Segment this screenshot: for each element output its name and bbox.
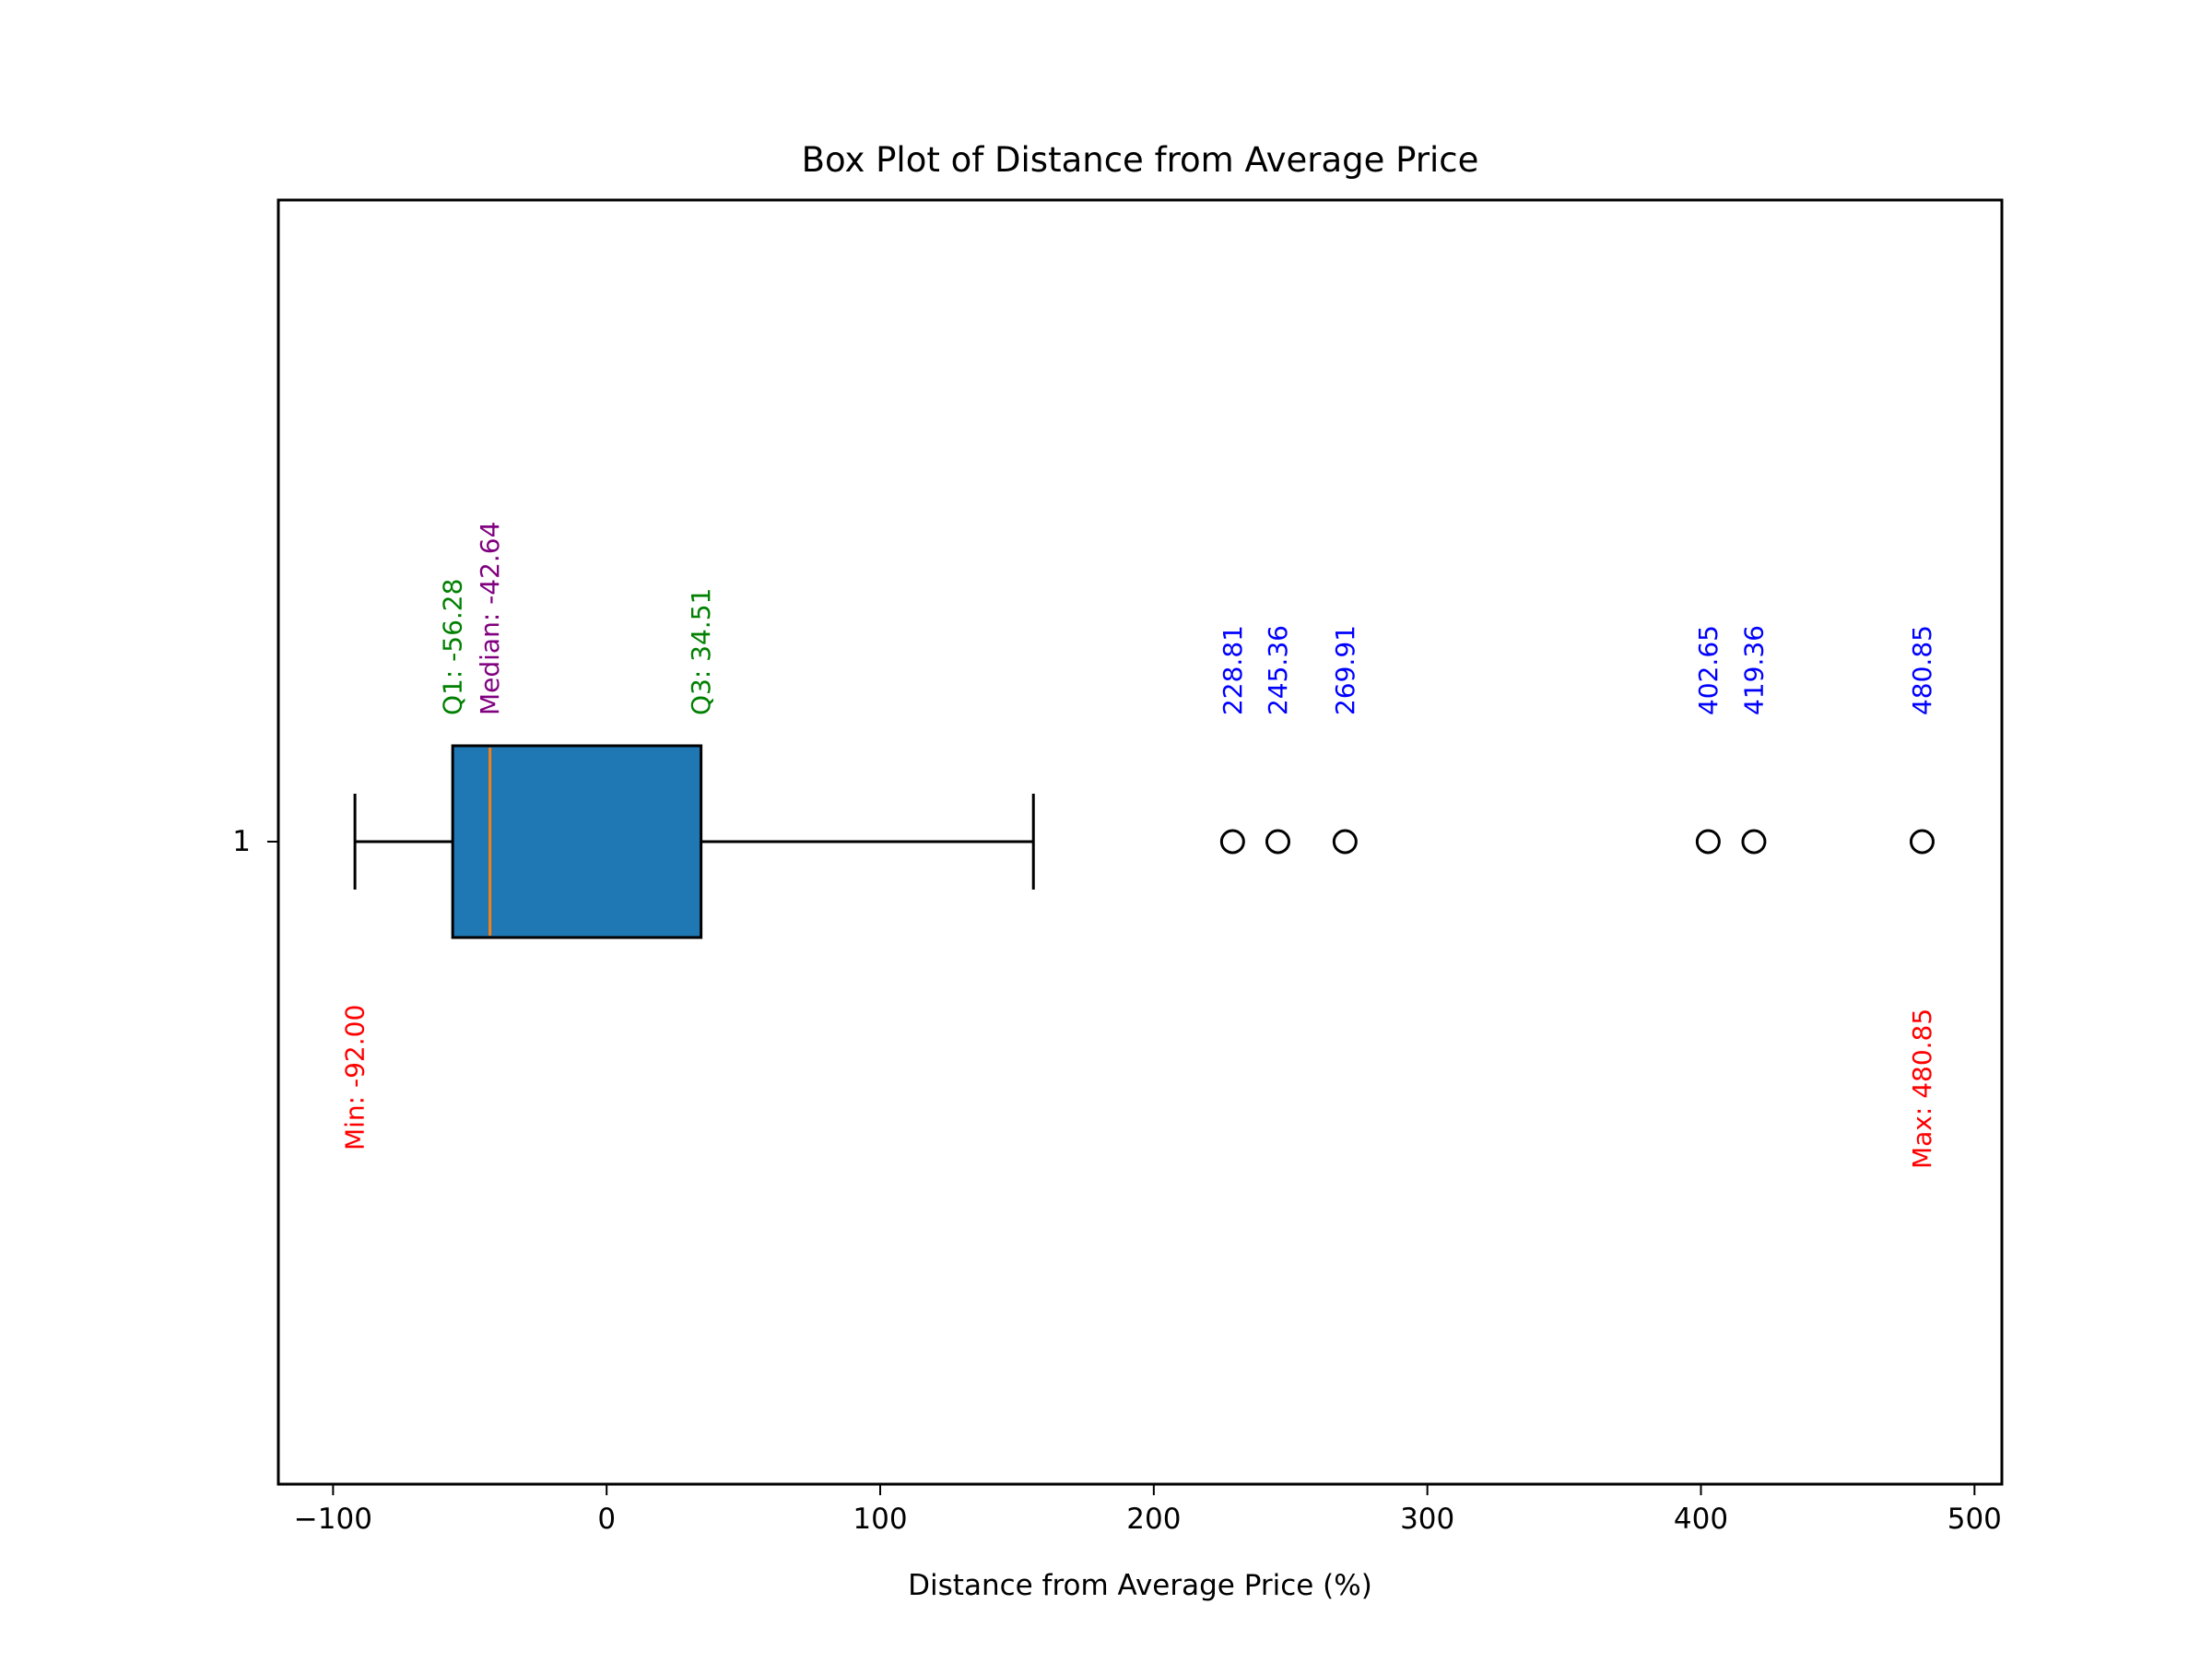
min-label: Min: -92.00: [340, 1005, 371, 1150]
outlier-point-3: [1332, 829, 1358, 855]
outlier-point-1: [1219, 829, 1245, 855]
outlier-point-4: [1695, 829, 1721, 855]
y-tick-label-1: 1: [232, 825, 251, 858]
outlier-label-3: 269.91: [1330, 625, 1360, 715]
outlier-label-5: 419.36: [1738, 625, 1769, 715]
q3-label: Q3: 34.51: [686, 588, 716, 715]
outlier-label-1: 228.81: [1218, 625, 1248, 715]
box: [451, 744, 703, 939]
x-tick-label-0: 0: [597, 1503, 616, 1536]
max-label: Max: 480.85: [1907, 1008, 1937, 1169]
outlier-point-2: [1265, 829, 1290, 855]
outlier-label-2: 245.36: [1263, 625, 1293, 715]
q1-label: Q1: -56.28: [438, 579, 468, 715]
x-tick-label--100: −100: [294, 1503, 372, 1536]
x-axis-label: Distance from Average Price (%): [908, 1569, 1372, 1602]
x-tick-label-100: 100: [853, 1503, 907, 1536]
chart-title: Box Plot of Distance from Average Price: [802, 140, 1479, 180]
x-tick-label-400: 400: [1674, 1503, 1728, 1536]
outlier-point-5: [1741, 829, 1767, 855]
median-label: Median: -42.64: [475, 522, 505, 715]
x-tick-label-200: 200: [1126, 1503, 1181, 1536]
plot-area: Q1: -56.28 Median: -42.64 Q3: 34.51 228.81 2…: [232, 198, 2004, 1536]
x-tick-label-300: 300: [1400, 1503, 1454, 1536]
outlier-point-6: [1909, 829, 1935, 855]
outlier-label-6: 480.85: [1907, 625, 1937, 715]
outlier-label-4: 402.65: [1693, 625, 1724, 715]
x-tick-label-500: 500: [1947, 1503, 2002, 1536]
